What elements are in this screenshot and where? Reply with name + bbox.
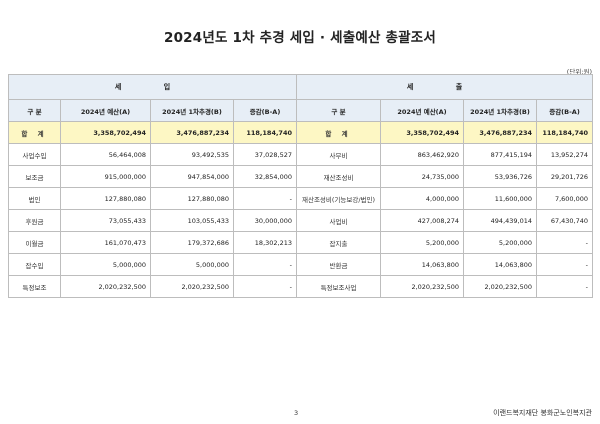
exp-budget-cell: 5,200,000	[380, 231, 465, 254]
rev-budget-cell: 2,020,232,500	[60, 275, 151, 298]
exp-change-cell: 29,201,726	[536, 165, 594, 188]
rev-supp-cell: 947,854,000	[150, 165, 234, 188]
rev-total-budget: 3,358,702,494	[60, 121, 151, 144]
rev-supp-cell: 93,492,535	[150, 143, 234, 166]
rev-supp-cell: 103,055,433	[150, 209, 234, 232]
rev-category-cell: 후원금	[8, 209, 61, 232]
exp-total-supp: 3,476,887,234	[463, 121, 538, 144]
rev-category-cell: 법인	[8, 187, 61, 210]
exp-change-cell: 67,430,740	[536, 209, 594, 232]
rev-col-supp: 2024년 1차추경(B)	[150, 99, 234, 122]
exp-change-cell: -	[536, 231, 594, 254]
exp-change-cell: -	[536, 275, 594, 298]
exp-budget-cell: 24,735,000	[380, 165, 465, 188]
rev-supp-cell: 5,000,000	[150, 253, 234, 276]
exp-col-budget: 2024년 예산(A)	[380, 99, 465, 122]
rev-total-label: 합 계	[8, 121, 61, 144]
exp-budget-cell: 427,008,274	[380, 209, 465, 232]
rev-budget-cell: 161,070,473	[60, 231, 151, 254]
exp-budget-cell: 863,462,920	[380, 143, 465, 166]
footer-organization: 이랜드복지재단 봉화군노인복지관	[493, 409, 592, 417]
rev-change-cell: 32,854,000	[232, 165, 298, 188]
exp-supp-cell: 494,439,014	[463, 209, 538, 232]
rev-supp-cell: 2,020,232,500	[150, 275, 234, 298]
exp-budget-cell: 2,020,232,500	[380, 275, 465, 298]
rev-col-budget: 2024년 예산(A)	[60, 99, 151, 122]
exp-category-cell: 반환금	[296, 253, 382, 276]
rev-change-cell: -	[232, 187, 298, 210]
exp-category-cell: 재산조성비(기능보강/법인)	[296, 187, 382, 210]
exp-category-cell: 사업비	[296, 209, 382, 232]
exp-supp-cell: 2,020,232,500	[463, 275, 538, 298]
table-row: 이월금 161,070,473 179,372,686 18,302,213 잡지출 5,…	[8, 231, 594, 254]
expense-section-header: 세 출	[296, 74, 594, 100]
unit-label: (단위:원)	[566, 68, 592, 76]
rev-budget-cell: 56,464,008	[60, 143, 151, 166]
table-row: 잡수입 5,000,000 5,000,000- 반환금 14,063,800 14,06…	[8, 253, 594, 276]
rev-category-cell: 특정보조	[8, 275, 61, 298]
exp-col-category: 구 분	[296, 99, 382, 122]
exp-budget-cell: 14,063,800	[380, 253, 465, 276]
rev-change-cell: 30,000,000	[232, 209, 298, 232]
rev-category-cell: 이월금	[8, 231, 61, 254]
table-row: 법인 127,880,080 127,880,080- 재산조성비(기능보강/법인) 4…	[8, 187, 594, 210]
exp-category-cell: 잡지출	[296, 231, 382, 254]
rev-change-cell: -	[232, 253, 298, 276]
rev-category-cell: 잡수입	[8, 253, 61, 276]
rev-col-category: 구 분	[8, 99, 61, 122]
table-row: 특정보조 2,020,232,500 2,020,232,500- 특정보조사업 2,0…	[8, 275, 594, 298]
section-header-row: 세 입 세 출	[7, 74, 594, 100]
document-title: 2024년도 1차 추경 세입 · 세출예산 총괄조서	[164, 30, 436, 46]
exp-supp-cell: 5,200,000	[463, 231, 538, 254]
rev-category-cell: 사업수입	[8, 143, 61, 166]
table-row: 후원금 73,055,433 103,055,433 30,000,000 사업비 427…	[8, 209, 594, 232]
total-row: 합 계 3,358,702,494 3,476,887,234 118,184,…	[8, 121, 594, 144]
rev-change-cell: 37,028,527	[232, 143, 298, 166]
exp-change-cell: 13,952,274	[536, 143, 594, 166]
rev-budget-cell: 73,055,433	[60, 209, 151, 232]
exp-change-cell: -	[536, 253, 594, 276]
exp-category-cell: 재산조성비	[296, 165, 382, 188]
rev-supp-cell: 179,372,686	[150, 231, 234, 254]
rev-budget-cell: 5,000,000	[60, 253, 151, 276]
exp-col-change: 증감(B-A)	[536, 99, 594, 122]
rev-total-supp: 3,476,887,234	[150, 121, 234, 144]
exp-total-change: 118,184,740	[536, 121, 594, 144]
exp-supp-cell: 14,063,800	[463, 253, 538, 276]
table-row: 보조금 915,000,000 947,854,000 32,854,000 재산조성비…	[8, 165, 594, 188]
rev-budget-cell: 127,880,080	[60, 187, 151, 210]
rev-col-change: 증감(B-A)	[232, 99, 298, 122]
exp-change-cell: 7,600,000	[536, 187, 594, 210]
exp-supp-cell: 11,600,000	[463, 187, 538, 210]
column-header-row: 구 분 2024년 예산(A) 2024년 1차추경(B) 증감(B-A) 구 …	[8, 99, 594, 122]
exp-supp-cell: 877,415,194	[463, 143, 538, 166]
exp-total-label: 합 계	[296, 121, 382, 144]
rev-total-change: 118,184,740	[232, 121, 298, 144]
budget-summary-table: 세 입 세 출 구 분 2024년 예산(A) 2024년 1차추경(B) 증감…	[7, 74, 594, 298]
rev-category-cell: 보조금	[8, 165, 61, 188]
exp-col-supp: 2024년 1차추경(B)	[463, 99, 538, 122]
exp-supp-cell: 53,936,726	[463, 165, 538, 188]
rev-budget-cell: 915,000,000	[60, 165, 151, 188]
table-row: 사업수입 56,464,008 93,492,535 37,028,527 사무비 863…	[8, 143, 594, 166]
exp-category-cell: 사무비	[296, 143, 382, 166]
exp-total-budget: 3,358,702,494	[380, 121, 465, 144]
rev-supp-cell: 127,880,080	[150, 187, 234, 210]
revenue-section-header: 세 입	[7, 74, 298, 100]
rev-change-cell: -	[232, 275, 298, 298]
exp-category-cell: 특정보조사업	[296, 275, 382, 298]
rev-change-cell: 18,302,213	[232, 231, 298, 254]
exp-budget-cell: 4,000,000	[380, 187, 465, 210]
page-number: 3	[294, 409, 299, 417]
